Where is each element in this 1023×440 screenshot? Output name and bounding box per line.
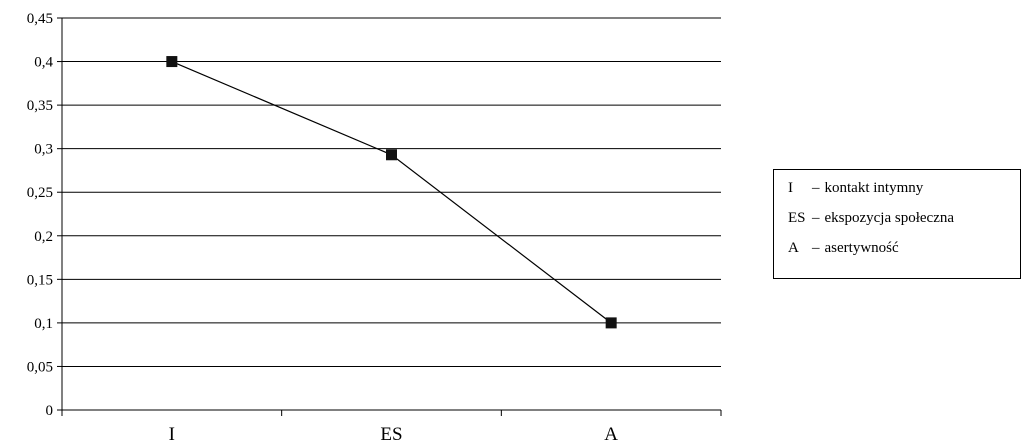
x-tick-labels: I ES A	[61, 410, 722, 440]
legend-dash: –	[812, 210, 820, 226]
y-tick-label: 0,1	[34, 316, 53, 332]
legend-text: asertywność	[824, 240, 899, 256]
legend-text: kontakt intymny	[824, 180, 924, 196]
y-tick-label: 0	[46, 403, 54, 419]
y-tick-label: 0,2	[34, 229, 53, 245]
y-tick-label: 0,4	[34, 55, 53, 71]
data-series	[166, 56, 617, 329]
y-tick-label: 0,35	[27, 98, 53, 114]
legend: I – kontakt intymny ES – ekspozycja społ…	[773, 169, 1021, 279]
axes	[61, 18, 721, 411]
data-point-marker	[166, 56, 178, 68]
legend-item-a: A – asertywność	[788, 240, 1020, 270]
gridlines	[62, 17, 721, 367]
y-tick-label: 0,15	[27, 272, 53, 288]
legend-item-i: I – kontakt intymny	[788, 180, 1020, 210]
y-tick-label: 0,25	[27, 185, 53, 201]
y-tick-label: 0,3	[34, 142, 53, 158]
legend-abbr: A	[788, 240, 799, 256]
y-tick-labels: 0 0,05 0,1 0,15 0,2 0,25 0,3 0,35 0,4 0,45	[27, 11, 62, 419]
y-tick-label: 0,05	[27, 359, 53, 375]
x-tick-label: I	[169, 424, 175, 440]
y-tick-label: 0,45	[27, 11, 53, 27]
legend-text: ekspozycja społeczna	[824, 210, 955, 226]
data-point-marker	[386, 149, 397, 161]
data-point-marker	[605, 317, 617, 329]
legend-dash: –	[812, 180, 820, 196]
legend-dash: –	[812, 240, 820, 256]
legend-item-es: ES – ekspozycja społeczna	[788, 210, 1020, 240]
x-tick-label: ES	[380, 424, 402, 440]
legend-abbr: ES	[788, 210, 806, 226]
legend-abbr: I	[788, 180, 793, 196]
x-tick-label: A	[604, 424, 618, 440]
